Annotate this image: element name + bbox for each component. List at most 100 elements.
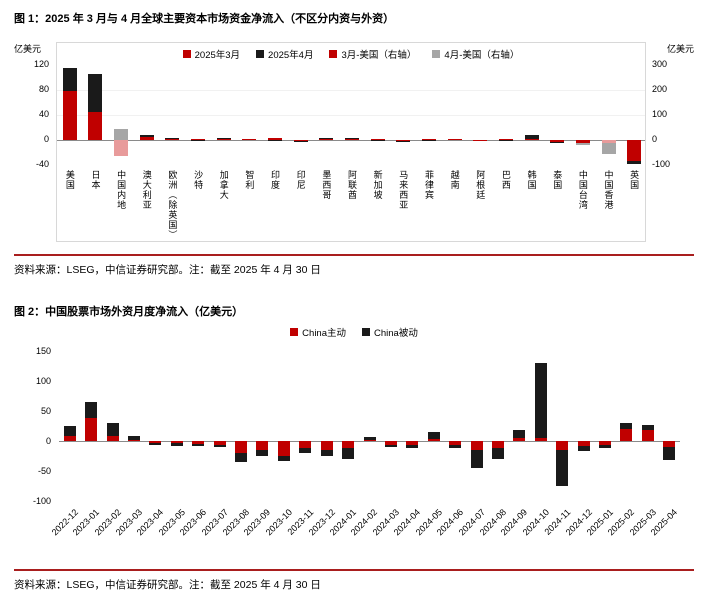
legend-swatch-icon (362, 328, 370, 336)
figure1-x-axis-label: 新加坡 (372, 170, 383, 200)
figure2-bar-segment (556, 450, 569, 486)
figure2-bar-segment (577, 445, 590, 451)
figure2-bar-segment (320, 450, 333, 456)
figure1-bar-segment (601, 140, 616, 143)
figure1-bar-segment (293, 140, 308, 142)
divider-rule (14, 569, 694, 571)
figure1-bar-segment (62, 91, 77, 140)
figure1-bar-segment (575, 140, 590, 144)
figure2-bar-segment (427, 432, 440, 440)
y-axis-tick-left: 80 (38, 84, 49, 94)
gridline (57, 115, 645, 116)
figure1-x-axis-label: 韩国 (526, 170, 537, 190)
y-axis-tick-right: -100 (652, 159, 671, 169)
figure2-title: 图 2：中国股票市场外资月度净流入（亿美元） (14, 306, 244, 318)
figure2-bar-segment (342, 441, 355, 449)
figure2-bar-segment (149, 442, 162, 445)
figure1-legend-item: 2025年4月 (256, 47, 313, 61)
figure2-bar-segment (63, 436, 76, 441)
figure1-bar-segment (601, 142, 616, 154)
y-axis-tick: 150 (35, 346, 51, 356)
figure1-bar-segment (498, 140, 513, 142)
figure1-x-axis-label: 马来西亚 (398, 170, 409, 210)
figure1-source-note: 资料来源：LSEG，中信证券研究部。注：截至 2025 年 4 月 30 日 (14, 264, 321, 276)
figure1-legend-label: 2025年4月 (268, 50, 314, 61)
figure1-bar-segment (319, 138, 334, 140)
figure1-bar-segment (627, 140, 642, 162)
figure2-bar-segment (620, 429, 633, 441)
figure1-bar-segment (550, 141, 565, 143)
figure2-legend-label: China被动 (374, 328, 418, 339)
zero-axis-line (57, 140, 645, 141)
figure2-chart: China主动 China被动 150 100 50 0 -50 -100 2022-12 202… (14, 323, 694, 559)
figure1-bar-segment (421, 139, 436, 140)
figure2-bar-segment (299, 448, 312, 453)
figure2-bar-segment (320, 441, 333, 450)
figure2-bar-segment (534, 363, 547, 438)
divider-rule (14, 254, 694, 256)
figure2-bar-segment (577, 441, 590, 446)
figure2-bar-segment (449, 444, 462, 448)
figure1-bar-segment (370, 138, 385, 140)
figure1-x-axis-label: 智利 (244, 170, 255, 190)
y-axis-tick: -100 (32, 496, 51, 506)
figure2-bar-segment (170, 441, 183, 444)
y-axis-tick-left: 120 (33, 59, 49, 69)
figure1-bar-segment (473, 140, 488, 141)
figure1-legend-item: 2025年3月 (182, 47, 240, 61)
figure1-x-axis-label: 阿联酋 (347, 170, 357, 200)
figure2-bar-segment (235, 453, 248, 462)
figure1-bar-segment (524, 138, 539, 140)
figure2-legend-label: China主动 (302, 328, 346, 339)
figure2-bar-segment (663, 441, 676, 447)
figure1-x-axis-label: 巴西 (500, 170, 511, 190)
figure1-bar-segment (396, 141, 411, 142)
legend-swatch-icon (182, 50, 191, 58)
figure1-bar-segment (216, 139, 231, 140)
figure1-bar-segment (345, 138, 359, 139)
figure2-bar-segment (85, 418, 98, 441)
figure2-bar-segment (106, 436, 119, 441)
figure2-bar-segment (384, 444, 397, 447)
y-axis-tick-right: 0 (652, 134, 658, 144)
figure2-bar-segment (663, 447, 676, 461)
figure2-bar-segment (256, 441, 269, 450)
figure1-bar-segment (627, 161, 642, 165)
legend-swatch-icon (290, 328, 299, 336)
figure1-x-axis-label: 泰国 (552, 170, 563, 190)
figure2-legend-item: China被动 (362, 325, 418, 339)
figure1-legend-label: 3月-美国（右轴） (341, 50, 417, 61)
figure2-bar-segment (449, 441, 462, 445)
figure2-bar-segment (406, 441, 419, 445)
figure1-x-axis-label: 越南 (449, 170, 460, 190)
figure1-bar-segment (165, 137, 180, 139)
figure1-chart: 亿美元 亿美元 2025年3月 2025年4月 3月-美国（右轴） 4月-美国（右轴）… (14, 30, 694, 244)
figure1-bar-segment (421, 140, 436, 141)
figure1-bar-segment (293, 141, 308, 143)
figure1-x-axis-label: 中国香港 (603, 170, 614, 210)
figure2-bar-segment (277, 441, 290, 456)
figure1-right-axis-unit: 亿美元 (666, 44, 694, 54)
figure2-bar-segment (192, 444, 205, 446)
figure1-legend: 2025年3月 2025年4月 3月-美国（右轴） 4月-美国（右轴） (57, 47, 645, 61)
figure1-bar-segment (165, 138, 180, 140)
figure2-bar-segment (556, 441, 569, 450)
figure1-bar-segment (191, 140, 206, 141)
figure1-bar-segment (88, 74, 103, 112)
gridline (57, 90, 645, 91)
figure2-bar-segment (620, 423, 633, 429)
figure2-bar-segment (534, 438, 547, 441)
figure1-legend-item: 3月-美国（右轴） (329, 47, 416, 61)
figure2-bar-segment (641, 425, 654, 431)
figure1-bar-segment (268, 140, 283, 142)
figure1-x-axis-label: 欧洲（除英国） (167, 170, 178, 240)
figure1-legend-label: 4月-美国（右轴） (444, 50, 520, 61)
figure1-bar-segment (114, 128, 129, 140)
figure1-bar-segment (88, 111, 103, 140)
figure1-bar-segment (139, 136, 154, 140)
figure2-bar-segment (384, 441, 397, 445)
figure2-bar-segment (599, 444, 612, 448)
y-axis-tick-right: 300 (652, 59, 668, 69)
figure1-bar-segment (268, 138, 283, 140)
